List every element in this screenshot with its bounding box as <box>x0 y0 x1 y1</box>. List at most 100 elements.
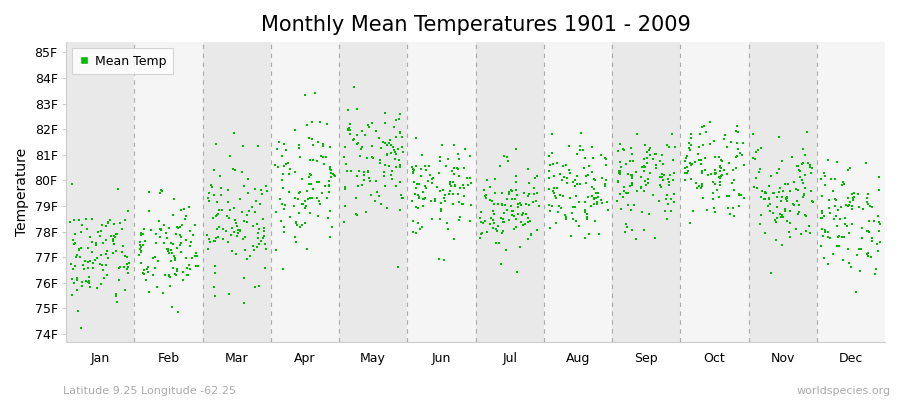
Point <box>714 165 728 172</box>
Point <box>797 191 812 197</box>
Point <box>508 196 523 202</box>
Point <box>579 180 593 187</box>
Point <box>753 221 768 228</box>
Point <box>166 241 180 247</box>
Point <box>625 180 639 186</box>
Point <box>168 255 183 261</box>
Point <box>520 236 535 242</box>
Point <box>463 153 477 159</box>
Point <box>417 196 431 202</box>
Point <box>643 152 657 158</box>
Point <box>409 184 423 191</box>
Point <box>727 212 742 219</box>
Point <box>380 142 394 148</box>
Point <box>184 228 198 234</box>
Point <box>665 177 680 184</box>
Point <box>208 292 222 299</box>
Point <box>598 183 613 189</box>
Point <box>238 247 252 254</box>
Point <box>775 194 789 201</box>
Point <box>83 234 97 240</box>
Bar <box>680 42 749 342</box>
Point <box>801 160 815 166</box>
Point <box>259 188 274 194</box>
Point <box>735 140 750 146</box>
Point <box>229 250 243 257</box>
Point <box>616 146 630 152</box>
Point <box>288 219 302 225</box>
Point <box>275 176 290 183</box>
Point <box>85 216 99 222</box>
Point <box>349 194 364 201</box>
Point <box>151 218 166 224</box>
Point <box>150 258 165 264</box>
Point <box>834 234 849 240</box>
Point <box>519 211 534 218</box>
Point <box>474 209 489 215</box>
Point <box>586 186 600 192</box>
Point <box>560 174 574 181</box>
Point <box>553 171 567 178</box>
Point <box>140 269 155 276</box>
Point <box>208 238 222 244</box>
Point <box>590 198 604 205</box>
Point <box>786 201 800 208</box>
Point <box>706 190 720 196</box>
Point <box>141 288 156 295</box>
Point <box>251 230 266 236</box>
Point <box>325 224 339 230</box>
Point <box>105 237 120 244</box>
Point <box>226 166 240 172</box>
Point <box>431 256 446 262</box>
Point <box>804 162 818 168</box>
Point <box>707 170 722 176</box>
Point <box>274 152 289 159</box>
Point <box>723 210 737 217</box>
Point <box>252 241 266 247</box>
Point <box>214 184 229 191</box>
Point <box>570 151 584 157</box>
Point <box>708 170 723 176</box>
Point <box>137 266 151 273</box>
Point <box>95 267 110 274</box>
Point <box>556 193 571 200</box>
Point <box>480 177 494 184</box>
Point <box>542 202 556 208</box>
Point <box>291 196 305 203</box>
Point <box>714 157 728 163</box>
Point <box>783 208 797 214</box>
Point <box>763 173 778 179</box>
Point <box>586 154 600 161</box>
Point <box>458 146 473 152</box>
Point <box>343 130 357 137</box>
Point <box>94 280 108 287</box>
Point <box>497 210 511 216</box>
Point <box>221 186 236 193</box>
Point <box>591 230 606 237</box>
Point <box>447 182 462 189</box>
Point <box>528 174 543 181</box>
Point <box>694 160 708 167</box>
Point <box>589 190 603 196</box>
Point <box>183 266 197 272</box>
Point <box>94 252 109 258</box>
Point <box>478 193 492 200</box>
Point <box>678 165 692 171</box>
Point <box>112 277 126 284</box>
Point <box>610 179 625 185</box>
Point <box>327 172 341 178</box>
Point <box>501 191 516 198</box>
Point <box>682 140 697 146</box>
Point <box>256 232 271 239</box>
Point <box>223 153 238 159</box>
Point <box>443 178 457 185</box>
Point <box>451 191 465 198</box>
Point <box>161 246 176 252</box>
Point <box>227 204 241 211</box>
Point <box>706 196 721 202</box>
Point <box>121 269 135 276</box>
Point <box>414 166 428 172</box>
Point <box>654 171 669 177</box>
Point <box>638 178 652 185</box>
Point <box>204 182 219 188</box>
